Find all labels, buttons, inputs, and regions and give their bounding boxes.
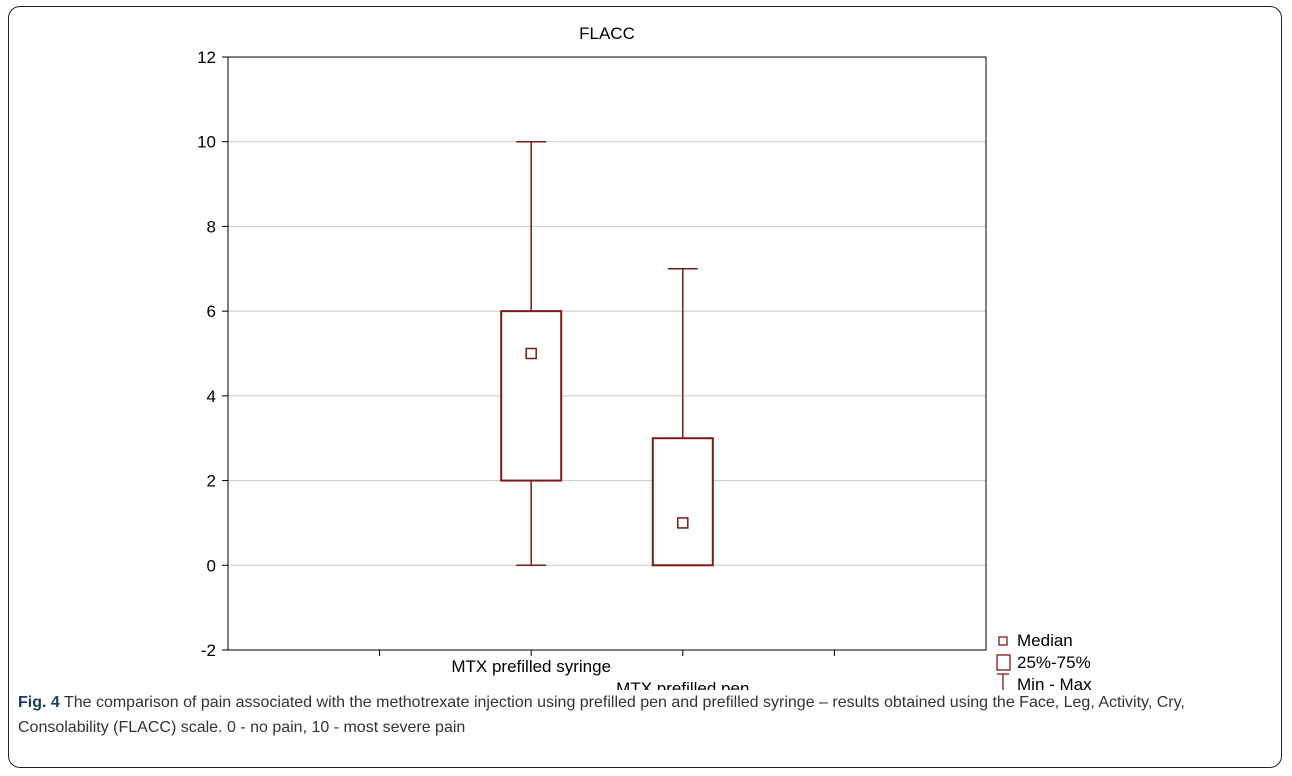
x-axis-ticks: MTX prefilled syringe MTX prefilled pen xyxy=(379,650,835,690)
figure-frame xyxy=(8,6,1282,768)
median-marker xyxy=(525,347,537,360)
y-axis-ticks: -2 0 2 4 6 8 10 12 xyxy=(197,48,228,660)
box-series xyxy=(500,140,714,567)
grid-lines xyxy=(228,141,986,566)
plot-area-border xyxy=(227,56,987,651)
y-tick-label: 0 xyxy=(207,556,216,575)
box-plot-1 xyxy=(500,140,563,567)
y-tick-label: 4 xyxy=(207,387,216,406)
x-tick-label: MTX prefilled pen xyxy=(616,679,749,690)
x-tick-label: MTX prefilled syringe xyxy=(451,657,611,676)
chart-title: FLACC xyxy=(579,24,635,43)
box-iqr xyxy=(500,310,563,482)
box-plot-chart: MTX prefilled syringe MTX prefilled pen -… xyxy=(197,24,1092,690)
legend-label: 25%-75% xyxy=(1017,653,1091,672)
figure-caption-text: The comparison of pain associated with t… xyxy=(18,694,1185,736)
legend-label: Median xyxy=(1017,631,1073,650)
chart-legend: Median 25%-75% Min - Max xyxy=(996,631,1092,690)
y-tick-label: -2 xyxy=(201,641,216,660)
y-tick-label: 6 xyxy=(207,302,216,321)
y-tick-label: 12 xyxy=(197,48,216,67)
median-marker xyxy=(677,517,689,529)
figure-caption: Fig. 4 The comparison of pain associated… xyxy=(18,690,1276,740)
legend-box-icon xyxy=(996,654,1011,671)
y-tick-label: 10 xyxy=(197,133,216,152)
y-tick-label: 8 xyxy=(207,217,216,236)
y-tick-label: 2 xyxy=(207,472,216,491)
figure-label: Fig. 4 xyxy=(18,694,60,711)
legend-label: Min - Max xyxy=(1017,675,1092,690)
box-iqr xyxy=(651,437,714,567)
box-plot-2 xyxy=(651,268,714,567)
legend-median-icon xyxy=(998,636,1008,646)
